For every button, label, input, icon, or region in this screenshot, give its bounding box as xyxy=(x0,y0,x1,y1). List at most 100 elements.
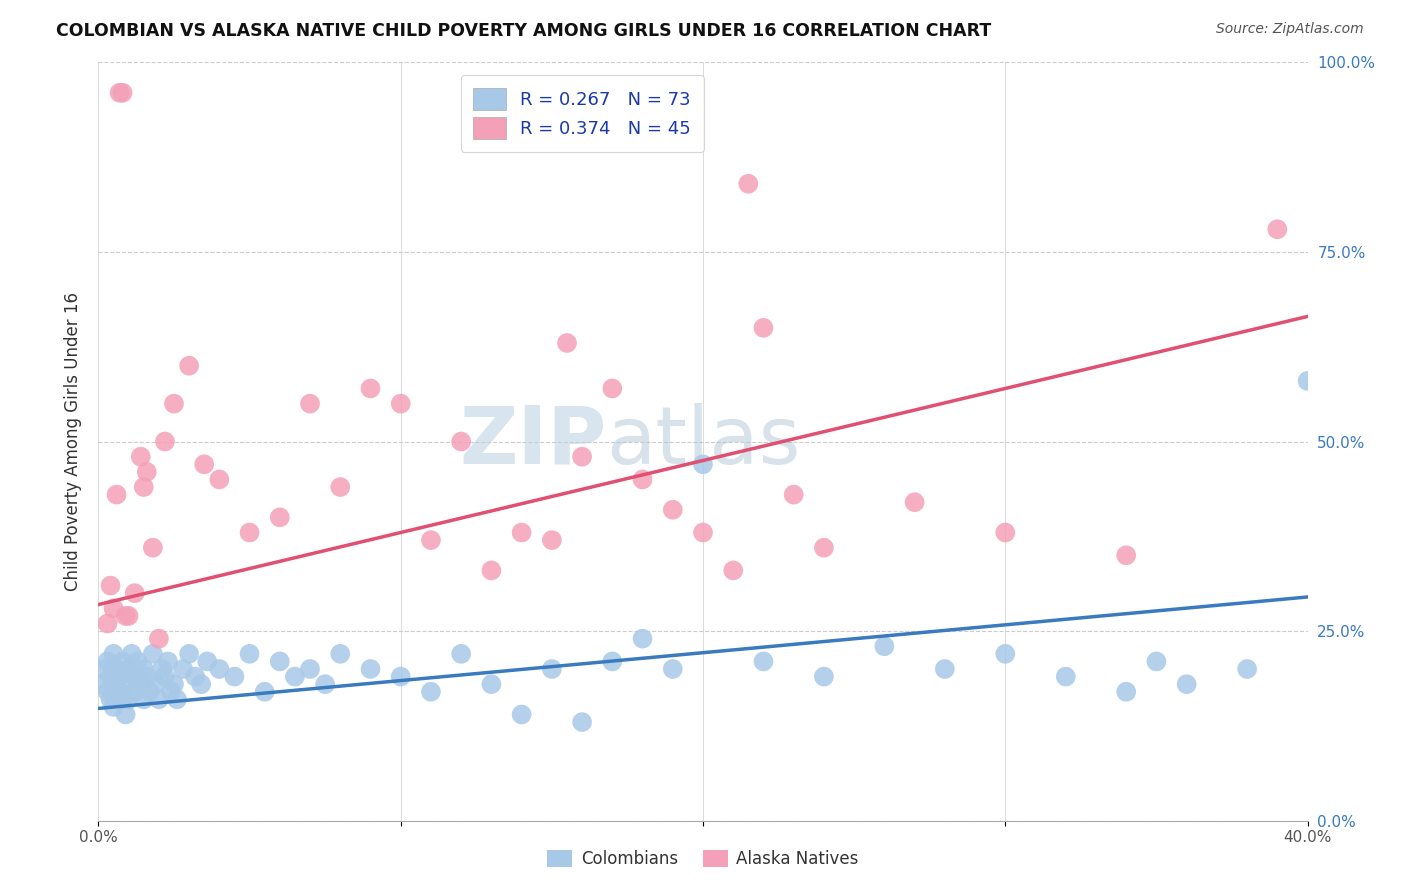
Point xyxy=(314,677,336,691)
Point xyxy=(114,608,136,623)
Point xyxy=(129,450,152,464)
Point xyxy=(571,715,593,730)
Point xyxy=(118,692,141,706)
Point xyxy=(481,677,503,691)
Point xyxy=(195,655,218,669)
Point xyxy=(163,396,186,410)
Point xyxy=(118,662,141,676)
Point xyxy=(208,473,231,487)
Point xyxy=(124,685,146,699)
Point xyxy=(510,525,533,540)
Point xyxy=(540,662,562,676)
Point xyxy=(132,480,155,494)
Point xyxy=(124,586,146,600)
Point xyxy=(1115,685,1137,699)
Point xyxy=(105,677,128,691)
Point xyxy=(1144,655,1167,669)
Text: Source: ZipAtlas.com: Source: ZipAtlas.com xyxy=(1216,22,1364,37)
Point xyxy=(571,450,593,464)
Point xyxy=(934,662,956,676)
Point xyxy=(1236,662,1258,676)
Point xyxy=(111,655,134,669)
Point xyxy=(510,707,533,722)
Point xyxy=(269,655,291,669)
Point xyxy=(135,465,157,479)
Point xyxy=(661,662,683,676)
Point xyxy=(253,685,276,699)
Point xyxy=(555,335,578,350)
Point xyxy=(284,669,307,683)
Point xyxy=(121,647,143,661)
Point xyxy=(129,677,152,691)
Point xyxy=(100,692,122,706)
Point xyxy=(111,86,134,100)
Point xyxy=(813,541,835,555)
Point xyxy=(360,662,382,676)
Legend: R = 0.267   N = 73, R = 0.374   N = 45: R = 0.267 N = 73, R = 0.374 N = 45 xyxy=(461,75,703,152)
Point xyxy=(631,473,654,487)
Point xyxy=(723,564,745,578)
Point xyxy=(100,669,122,683)
Text: ZIP: ZIP xyxy=(458,402,606,481)
Point xyxy=(127,655,149,669)
Text: COLOMBIAN VS ALASKA NATIVE CHILD POVERTY AMONG GIRLS UNDER 16 CORRELATION CHART: COLOMBIAN VS ALASKA NATIVE CHILD POVERTY… xyxy=(56,22,991,40)
Point xyxy=(420,685,443,699)
Point xyxy=(193,458,215,472)
Point xyxy=(160,685,183,699)
Point xyxy=(103,699,125,714)
Point xyxy=(100,579,122,593)
Point xyxy=(450,647,472,661)
Legend: Colombians, Alaska Natives: Colombians, Alaska Natives xyxy=(541,843,865,875)
Point xyxy=(1115,548,1137,563)
Point xyxy=(139,685,162,699)
Point xyxy=(153,669,176,683)
Point xyxy=(184,669,207,683)
Point xyxy=(96,685,118,699)
Point xyxy=(118,608,141,623)
Point xyxy=(96,616,118,631)
Point xyxy=(108,86,131,100)
Point xyxy=(239,647,262,661)
Point xyxy=(692,525,714,540)
Point xyxy=(737,177,759,191)
Point xyxy=(813,669,835,683)
Point xyxy=(172,662,194,676)
Point xyxy=(150,662,173,676)
Point xyxy=(1267,222,1289,236)
Point xyxy=(1296,374,1319,388)
Point xyxy=(148,692,170,706)
Point xyxy=(602,382,624,396)
Point xyxy=(994,525,1017,540)
Point xyxy=(389,669,412,683)
Point xyxy=(224,669,246,683)
Point xyxy=(389,396,412,410)
Point xyxy=(481,564,503,578)
Point xyxy=(156,655,179,669)
Point xyxy=(114,677,136,691)
Point xyxy=(904,495,927,509)
Point xyxy=(208,662,231,676)
Point xyxy=(96,655,118,669)
Point xyxy=(142,541,165,555)
Point xyxy=(1054,669,1077,683)
Point xyxy=(114,707,136,722)
Point xyxy=(166,692,188,706)
Point xyxy=(108,669,131,683)
Point xyxy=(299,396,322,410)
Point xyxy=(105,662,128,676)
Text: atlas: atlas xyxy=(606,402,800,481)
Point xyxy=(132,692,155,706)
Y-axis label: Child Poverty Among Girls Under 16: Child Poverty Among Girls Under 16 xyxy=(63,292,82,591)
Point xyxy=(190,677,212,691)
Point xyxy=(360,382,382,396)
Point xyxy=(994,647,1017,661)
Point xyxy=(179,647,201,661)
Point xyxy=(93,662,115,676)
Point xyxy=(132,662,155,676)
Point xyxy=(142,647,165,661)
Point xyxy=(239,525,262,540)
Point xyxy=(124,669,146,683)
Point xyxy=(135,669,157,683)
Point xyxy=(540,533,562,548)
Point xyxy=(661,503,683,517)
